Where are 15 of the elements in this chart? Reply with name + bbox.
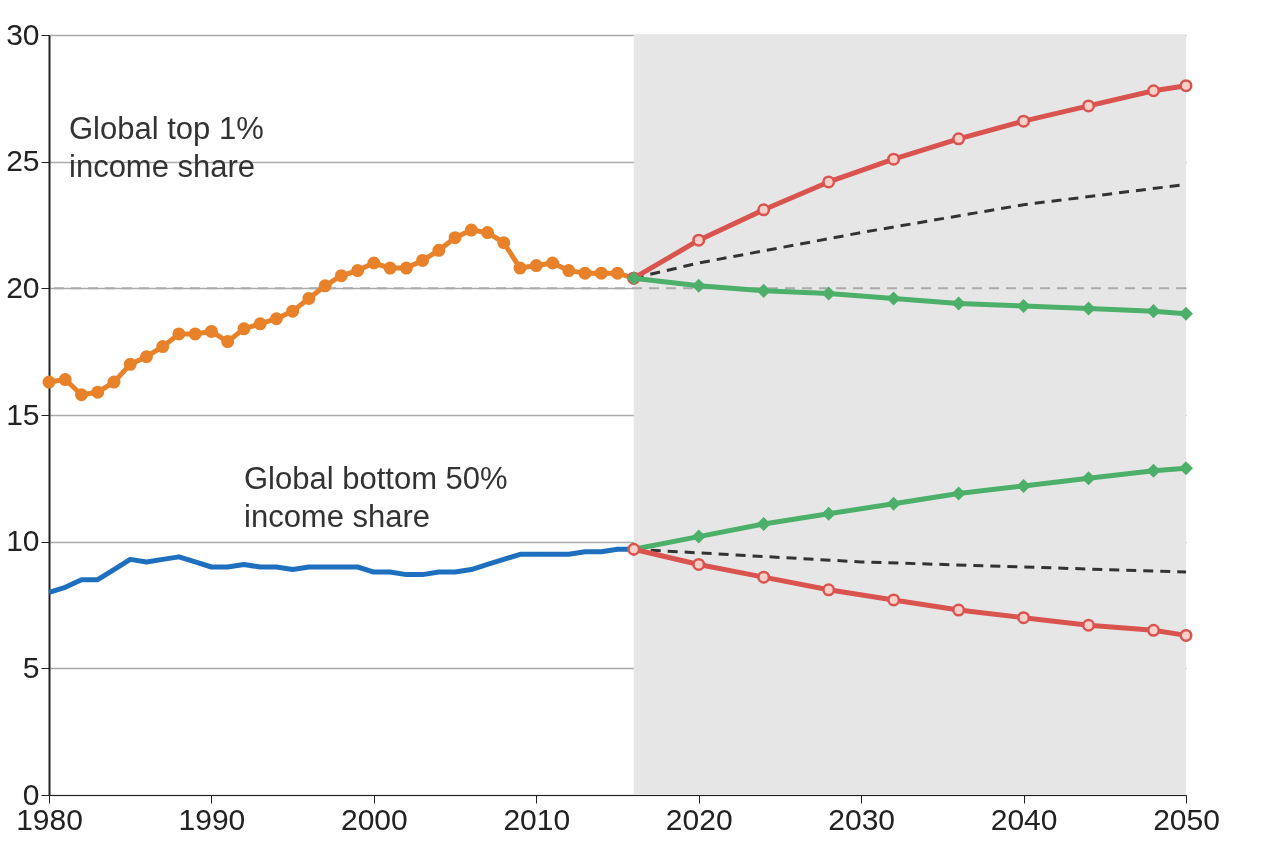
x-tick-label: 2010 — [503, 802, 571, 836]
annotation: Global bottom 50% income share — [244, 461, 508, 534]
x-tick-label: 2000 — [340, 802, 408, 836]
y-tick-label: 20 — [6, 270, 40, 304]
x-tick-label: 2050 — [1153, 802, 1220, 836]
y-tick-label: 10 — [6, 524, 40, 558]
x-tick-label: 1990 — [178, 802, 246, 836]
y-tick-label: 5 — [22, 650, 40, 684]
y-tick-label: 30 — [6, 17, 40, 51]
x-tick-label: 2040 — [990, 802, 1058, 836]
x-tick-label: 2030 — [828, 802, 896, 836]
annotation: Global top 1% income share — [69, 111, 264, 184]
x-tick-label: 2020 — [665, 802, 733, 836]
y-tick-label: 25 — [6, 144, 40, 178]
y-tick-label: 15 — [6, 397, 40, 431]
